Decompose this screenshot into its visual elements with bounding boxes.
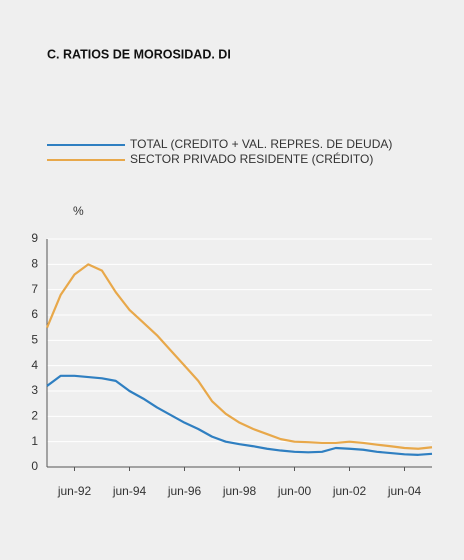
x-tick-label: jun-98	[222, 484, 257, 498]
y-tick-label: 8	[31, 257, 38, 271]
y-tick-label: 3	[31, 383, 38, 397]
y-tick-label: 4	[31, 358, 38, 372]
series-line	[45, 263, 433, 450]
x-tick-label: jun-96	[167, 484, 202, 498]
x-tick-label: jun-92	[57, 484, 92, 498]
x-tick-label: jun-04	[387, 484, 422, 498]
legend-label: SECTOR PRIVADO RESIDENTE (CRÉDITO)	[130, 151, 373, 166]
legend-label: TOTAL (CREDITO + VAL. REPRES. DE DEUDA)	[130, 137, 392, 151]
y-tick-label: 7	[31, 282, 38, 296]
y-tick-label: 2	[31, 409, 38, 423]
y-tick-label: 5	[31, 333, 38, 347]
y-tick-label: 9	[31, 231, 38, 245]
y-unit: %	[73, 204, 84, 218]
chart-title: C. RATIOS DE MOROSIDAD. DI	[47, 47, 231, 61]
x-tick-label: jun-02	[332, 484, 367, 498]
x-tick-label: jun-94	[112, 484, 147, 498]
y-tick-label: 6	[31, 307, 38, 321]
y-tick-label: 1	[31, 434, 38, 448]
y-tick-label: 0	[31, 459, 38, 473]
x-tick-label: jun-00	[277, 484, 312, 498]
series-line	[46, 374, 433, 456]
